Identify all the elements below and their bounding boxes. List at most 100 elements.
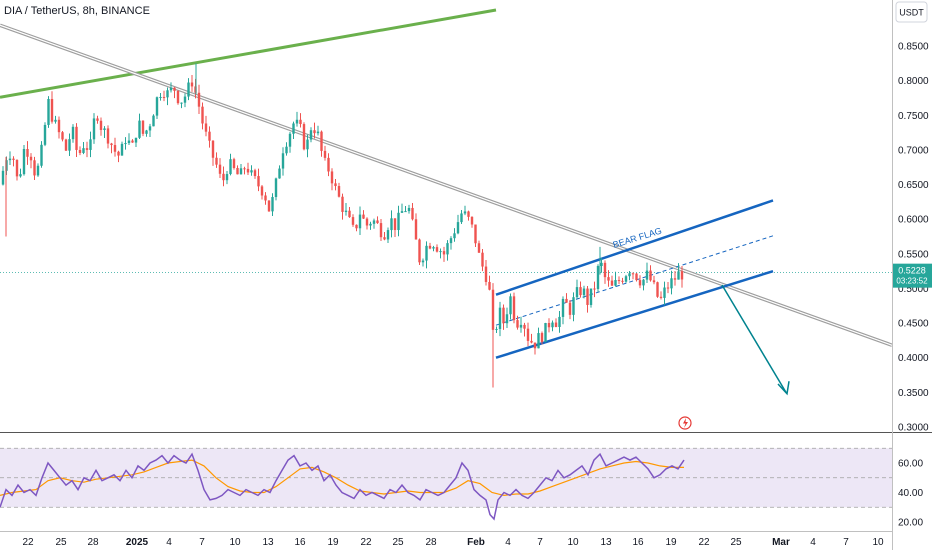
candle-body <box>652 280 656 283</box>
candle-body <box>278 168 281 179</box>
candle-body <box>547 322 551 328</box>
candle-body <box>47 98 50 125</box>
candle-body <box>477 243 481 253</box>
candle-body <box>526 328 530 341</box>
candle-body <box>113 145 117 152</box>
time-tick-label: 10 <box>567 537 579 548</box>
candle-body <box>519 324 523 328</box>
candle-body <box>229 159 232 175</box>
candle-body <box>673 278 677 280</box>
candle-body <box>635 273 638 281</box>
price-pane[interactable] <box>0 0 892 432</box>
candle-body <box>89 139 92 150</box>
candle-body <box>208 131 211 141</box>
candle-body <box>484 266 488 282</box>
candle-body <box>96 118 99 121</box>
candle-body <box>456 222 460 234</box>
candle-body <box>232 159 236 168</box>
candle-body <box>57 119 61 133</box>
candle-body <box>40 144 43 166</box>
candle-body <box>421 260 425 263</box>
currency-button-label: USDT <box>899 8 924 18</box>
candle-body <box>631 273 635 275</box>
candle-body <box>530 340 533 343</box>
time-tick-label: 25 <box>55 537 67 548</box>
candle-body <box>390 218 393 231</box>
candle-body <box>537 333 540 349</box>
candle-body <box>334 183 337 187</box>
candle-body <box>432 247 435 249</box>
candle-body <box>355 224 358 229</box>
candle-body <box>61 132 64 140</box>
price-tick-label: 0.8500 <box>898 42 929 53</box>
candle-body <box>176 90 180 104</box>
candle-body <box>575 287 579 298</box>
candle-body <box>201 106 204 124</box>
candle-body <box>617 280 621 282</box>
time-tick-label: 2025 <box>126 537 149 548</box>
candle-body <box>435 247 439 252</box>
candle-body <box>274 178 278 198</box>
time-tick-label: 13 <box>262 537 274 548</box>
candle-body <box>68 139 71 151</box>
candle-body <box>470 216 474 225</box>
price-tick-label: 0.6500 <box>898 180 929 191</box>
candle-body <box>558 316 561 327</box>
price-tick-label: 0.8000 <box>898 76 929 87</box>
candle-body <box>145 130 148 134</box>
candle-body <box>670 278 673 289</box>
candle-body <box>29 156 33 161</box>
candle-body <box>180 102 183 104</box>
candle-body <box>243 168 246 170</box>
time-tick-label: 7 <box>199 537 205 548</box>
time-tick-label: 4 <box>810 537 816 548</box>
candle-body <box>600 262 603 267</box>
time-axis[interactable]: 22 25 28 2025 4 7 10 13 16 19 22 25 28 Feb 4 7 10 13 16 19 2… <box>22 537 884 548</box>
candle-body <box>253 170 257 177</box>
candle-body <box>376 220 379 224</box>
candle-body <box>572 297 575 315</box>
candle-body <box>75 126 78 150</box>
time-tick-label: 7 <box>537 537 543 548</box>
candle-body <box>463 211 467 214</box>
candle-body <box>148 126 152 131</box>
candle-body <box>267 200 271 212</box>
time-tick-label: 19 <box>327 537 339 548</box>
price-tick-label: 0.3000 <box>898 423 929 434</box>
candle-body <box>19 174 22 177</box>
candle-body <box>330 171 334 184</box>
candle-body <box>288 133 292 147</box>
last-price-tag: 0.5228 03:23:52 <box>893 263 932 288</box>
candle-body <box>1 170 5 185</box>
candle-body <box>554 322 558 327</box>
time-tick-label: 28 <box>87 537 99 548</box>
price-tick-label: 0.7500 <box>898 111 929 122</box>
price-axis[interactable]: 0.8500 0.8000 0.7500 0.7000 0.6500 0.6000 0.55… <box>898 42 929 434</box>
candle-body <box>82 148 85 153</box>
candle-body <box>281 153 285 169</box>
price-tick-label: 0.3500 <box>898 388 929 399</box>
candle-body <box>78 149 82 153</box>
candle-body <box>663 287 666 298</box>
candle-body <box>449 238 453 244</box>
projection-arrow-head <box>777 381 790 396</box>
time-tick-label: 22 <box>360 537 372 548</box>
time-tick-label: 4 <box>505 537 511 548</box>
candle-body <box>544 322 547 342</box>
candle-body <box>540 333 544 342</box>
currency-button[interactable]: USDT <box>895 1 928 23</box>
candle-body <box>22 148 26 175</box>
candle-body <box>453 233 456 239</box>
price-tick-label: 0.7000 <box>898 145 929 156</box>
candle-body <box>428 245 432 249</box>
candle-body <box>400 211 404 213</box>
projection-arrow <box>721 284 787 393</box>
candle-body <box>54 119 57 122</box>
channel-upper-line <box>495 199 774 296</box>
candle-body <box>418 239 421 263</box>
lightning-icon[interactable] <box>678 416 692 430</box>
candles <box>1 63 684 388</box>
candle-body <box>512 296 516 321</box>
candle-body <box>222 173 225 181</box>
